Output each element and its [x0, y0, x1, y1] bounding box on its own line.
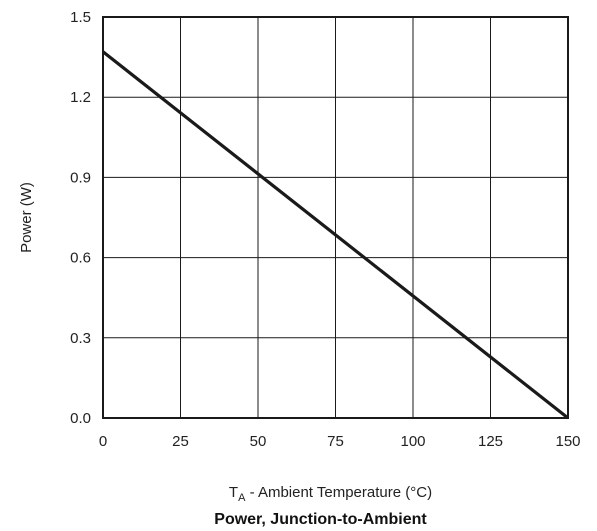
- x-axis-ticks: 0 25 50 75 100 125 150: [99, 433, 581, 450]
- y-tick-label-2: 0.6: [70, 250, 91, 267]
- x-axis-title: TA - Ambient Temperature (°C): [229, 484, 432, 504]
- grid: [103, 17, 568, 418]
- plot-series: [102, 50, 569, 420]
- x-tick-label-4: 100: [400, 433, 425, 450]
- y-tick-label-3: 0.9: [70, 169, 91, 186]
- x-tick-label-3: 75: [327, 433, 344, 450]
- chart-title: Power, Junction-to-Ambient: [214, 511, 427, 528]
- x-axis-title-subscript: A: [238, 492, 246, 504]
- y-axis-title: Power (W): [18, 182, 35, 253]
- x-tick-label-2: 50: [250, 433, 267, 450]
- y-tick-label-1: 0.3: [70, 330, 91, 347]
- y-tick-label-0: 0.0: [70, 410, 91, 427]
- x-tick-label-6: 150: [555, 433, 580, 450]
- x-tick-label-1: 25: [172, 433, 189, 450]
- y-tick-label-5: 1.5: [70, 9, 91, 26]
- y-axis-ticks: 0.0 0.3 0.6 0.9 1.2 1.5: [70, 9, 91, 427]
- x-tick-label-5: 125: [478, 433, 503, 450]
- x-axis-title-text: - Ambient Temperature (°C): [245, 484, 432, 501]
- plot-frame: [102, 16, 569, 419]
- series-line-0: [102, 50, 569, 420]
- x-tick-label-0: 0: [99, 433, 107, 450]
- x-axis-title-symbol: T: [229, 484, 238, 501]
- y-tick-label-4: 1.2: [70, 89, 91, 106]
